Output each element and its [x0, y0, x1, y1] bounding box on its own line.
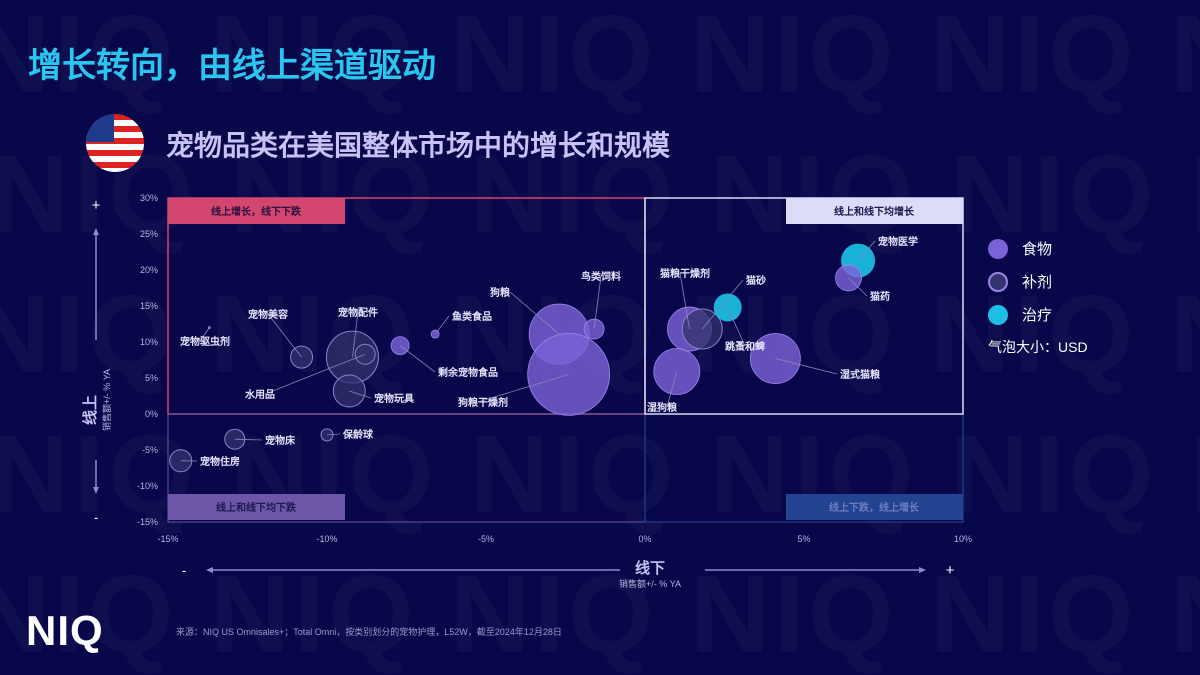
x-tick-label: -5%: [478, 534, 494, 544]
bubble-label: 宠物床: [265, 434, 296, 447]
leader-line: [857, 240, 876, 261]
legend-label: 食物: [1022, 241, 1053, 258]
leader-line: [593, 275, 602, 330]
bubble-label: 跳蚤和蜱: [725, 340, 765, 353]
bubble-label: 猫药: [870, 290, 890, 303]
niq-logo: NIQ: [26, 607, 104, 654]
leader-line: [199, 327, 210, 342]
quadrant-label-bg: [168, 198, 345, 224]
x-axis-title: 线下: [635, 559, 665, 577]
y-tick-label: 0%: [145, 409, 158, 419]
x-tick-label: -10%: [316, 534, 337, 544]
bubble-label: 宠物玩具: [374, 392, 414, 405]
leader-line: [775, 358, 838, 375]
leader-line: [509, 291, 560, 335]
bubble-label: 湿狗粮: [647, 401, 677, 414]
leader-line: [666, 371, 678, 408]
bubble-label: 宠物医学: [878, 235, 918, 248]
y-tick-label: -15%: [137, 517, 158, 527]
leader-line: [326, 433, 341, 436]
y-tick-label: 5%: [145, 373, 158, 383]
bubble-size-note: 气泡大小：USD: [988, 339, 1088, 355]
bubble-label: 宠物住房: [200, 455, 240, 468]
bubble-label: 宠物美容: [248, 308, 288, 321]
x-tick-label: 5%: [797, 534, 810, 544]
leader-line: [477, 374, 569, 403]
us-flag-icon: [86, 114, 144, 172]
quadrant-label-top-left: 线上增长，线下下跌: [211, 205, 302, 218]
y-axis-title: 线上: [81, 395, 99, 425]
bubble-label: 湿式猫粮: [840, 368, 880, 381]
leader-line: [234, 438, 263, 441]
leader-line: [727, 307, 746, 347]
bubble-label: 狗粮: [490, 286, 510, 299]
leader-line: [701, 279, 744, 330]
chart-subtitle: 宠物品类在美国整体市场中的增长和规模: [166, 130, 671, 161]
y-tick-label: 10%: [140, 337, 158, 347]
quadrant-label-top-right: 线上和线下均增长: [834, 205, 915, 218]
bubble-label: 保龄球: [342, 428, 374, 441]
x-axis-plus: +: [946, 562, 955, 579]
bubble-label: 宠物配件: [338, 306, 378, 319]
x-axis-minus: -: [182, 563, 186, 578]
y-axis-minus: -: [94, 510, 98, 525]
legend-label: 补剂: [1022, 274, 1053, 291]
page-title: 增长转向，由线上渠道驱动: [28, 47, 436, 85]
source-note: 来源：NIQ US Omnisales+；Total Omni，按类别划分的宠物…: [176, 627, 562, 637]
y-tick-label: 25%: [140, 229, 158, 239]
quadrant-label-bg: [168, 494, 345, 520]
legend: 食物 补剂 治疗 气泡大小：USD: [988, 232, 1088, 357]
y-tick-label: 20%: [140, 265, 158, 275]
x-axis-subtitle: 销售额+/- % YA: [619, 578, 681, 589]
arrow-up-icon: [93, 228, 99, 235]
x-tick-label: 10%: [954, 534, 972, 544]
y-axis-plus: +: [92, 197, 101, 214]
leader-line: [264, 353, 366, 395]
legend-item-treatment: 治疗: [988, 298, 1088, 331]
bubble-label: 猫砂: [746, 274, 766, 287]
bubble-label: 鸟类饲料: [581, 270, 621, 283]
x-tick-label: -15%: [157, 534, 178, 544]
y-axis-subtitle: 销售额+/- % YA: [101, 369, 112, 431]
leader-line: [349, 390, 372, 399]
leader-line: [679, 272, 690, 330]
bubble-label: 水用品: [244, 388, 275, 401]
arrow-down-icon: [93, 487, 99, 494]
y-tick-label: 15%: [140, 301, 158, 311]
bubble-label: 宠物驱虫剂: [180, 335, 230, 348]
bubble-label: 鱼类食品: [452, 310, 492, 323]
legend-item-supplement: 补剂: [988, 265, 1088, 298]
legend-label: 治疗: [1022, 307, 1053, 324]
y-tick-label: 30%: [140, 193, 158, 203]
arrow-right-icon: [919, 567, 926, 573]
y-tick-label: -10%: [137, 481, 158, 491]
leader-line: [399, 345, 436, 373]
leader-line: [267, 313, 302, 358]
y-tick-label: -5%: [142, 445, 158, 455]
leader-line: [848, 277, 868, 297]
bubble-label: 狗粮干燥剂: [458, 396, 508, 409]
arrow-left-icon: [206, 567, 213, 573]
quadrant-label-bg: [786, 198, 963, 224]
bubble-label: 剩余宠物食品: [438, 366, 498, 379]
bubble-label: 猫粮干燥剂: [660, 267, 710, 280]
x-tick-label: 0%: [638, 534, 651, 544]
quadrant-label-bottom-left: 线上和线下均下跌: [216, 501, 297, 514]
quadrant-label-bottom-right: 线上下跌，线上增长: [829, 501, 920, 514]
quadrant-label-bg: [786, 494, 963, 520]
leader-line: [352, 311, 359, 358]
legend-item-food: 食物: [988, 232, 1088, 265]
leader-line: [434, 315, 450, 335]
